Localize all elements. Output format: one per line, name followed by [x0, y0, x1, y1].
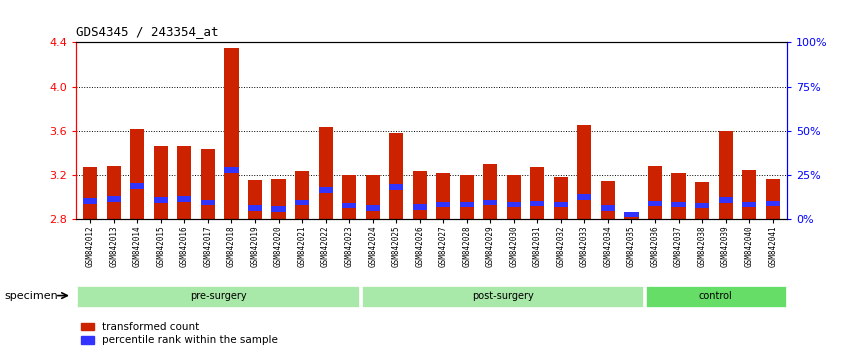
Bar: [413, 204, 426, 210]
Bar: [530, 201, 545, 206]
Bar: [766, 178, 780, 219]
Bar: [601, 205, 615, 211]
Bar: [342, 203, 356, 209]
Bar: [718, 131, 733, 219]
Bar: [389, 133, 404, 219]
Bar: [389, 184, 404, 190]
Bar: [224, 167, 239, 173]
Bar: [130, 129, 145, 219]
Bar: [577, 194, 591, 200]
Bar: [130, 183, 145, 188]
FancyBboxPatch shape: [77, 286, 360, 307]
Text: specimen: specimen: [4, 291, 58, 301]
Bar: [248, 205, 262, 211]
Bar: [365, 175, 380, 219]
Bar: [742, 170, 756, 219]
Bar: [672, 173, 685, 219]
Bar: [648, 166, 662, 219]
Bar: [107, 196, 121, 202]
FancyBboxPatch shape: [645, 286, 786, 307]
Bar: [695, 203, 709, 209]
Bar: [201, 200, 215, 205]
Bar: [295, 200, 309, 205]
Bar: [437, 173, 450, 219]
Bar: [224, 48, 239, 219]
Bar: [530, 167, 545, 219]
Bar: [413, 171, 426, 219]
Text: post-surgery: post-surgery: [472, 291, 533, 302]
Bar: [248, 179, 262, 219]
Bar: [459, 175, 474, 219]
Text: GDS4345 / 243354_at: GDS4345 / 243354_at: [76, 25, 218, 38]
Bar: [766, 201, 780, 206]
Bar: [507, 175, 521, 219]
Bar: [342, 175, 356, 219]
Bar: [272, 178, 286, 219]
Bar: [742, 202, 756, 207]
Bar: [554, 177, 568, 219]
Bar: [718, 198, 733, 203]
Bar: [83, 199, 97, 204]
Bar: [624, 212, 639, 217]
Bar: [295, 171, 309, 219]
Text: control: control: [699, 291, 733, 302]
Bar: [483, 200, 497, 205]
Bar: [672, 202, 685, 207]
Bar: [201, 149, 215, 219]
Bar: [624, 212, 639, 219]
Text: pre-surgery: pre-surgery: [190, 291, 246, 302]
Bar: [483, 164, 497, 219]
Bar: [318, 187, 332, 193]
Bar: [577, 125, 591, 219]
Bar: [107, 166, 121, 219]
Bar: [437, 202, 450, 207]
Bar: [601, 181, 615, 219]
Bar: [507, 202, 521, 207]
Bar: [695, 182, 709, 219]
Bar: [178, 147, 191, 219]
Bar: [83, 167, 97, 219]
Bar: [154, 147, 168, 219]
FancyBboxPatch shape: [361, 286, 644, 307]
Bar: [178, 196, 191, 202]
Bar: [318, 127, 332, 219]
Bar: [459, 202, 474, 207]
Bar: [648, 201, 662, 206]
Bar: [272, 206, 286, 212]
Legend: transformed count, percentile rank within the sample: transformed count, percentile rank withi…: [81, 322, 278, 345]
Bar: [154, 198, 168, 203]
Bar: [554, 202, 568, 207]
Bar: [365, 205, 380, 211]
